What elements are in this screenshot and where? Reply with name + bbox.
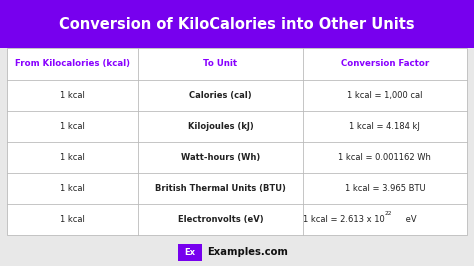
Text: 1 kcal: 1 kcal bbox=[60, 215, 85, 224]
Text: 1 kcal = 3.965 BTU: 1 kcal = 3.965 BTU bbox=[345, 184, 425, 193]
Text: 22: 22 bbox=[385, 211, 392, 217]
Text: British Thermal Units (BTU): British Thermal Units (BTU) bbox=[155, 184, 286, 193]
Text: Kilojoules (kJ): Kilojoules (kJ) bbox=[188, 122, 253, 131]
Text: Electronvolts (eV): Electronvolts (eV) bbox=[178, 215, 263, 224]
Text: 1 kcal: 1 kcal bbox=[60, 122, 85, 131]
Text: 1 kcal = 4.184 kJ: 1 kcal = 4.184 kJ bbox=[349, 122, 420, 131]
Text: Calories (cal): Calories (cal) bbox=[189, 91, 252, 100]
Text: Conversion Factor: Conversion Factor bbox=[341, 60, 429, 69]
Text: 1 kcal: 1 kcal bbox=[60, 91, 85, 100]
Text: 1 kcal: 1 kcal bbox=[60, 184, 85, 193]
Text: 1 kcal: 1 kcal bbox=[60, 153, 85, 162]
Text: eV: eV bbox=[403, 215, 417, 224]
Text: Conversion of KiloCalories into Other Units: Conversion of KiloCalories into Other Un… bbox=[59, 17, 415, 32]
Text: 1 kcal = 2.613 x 10: 1 kcal = 2.613 x 10 bbox=[303, 215, 385, 224]
Text: Watt-hours (Wh): Watt-hours (Wh) bbox=[181, 153, 260, 162]
Text: Ex: Ex bbox=[184, 248, 196, 257]
Text: From Kilocalories (kcal): From Kilocalories (kcal) bbox=[15, 60, 130, 69]
Text: 1 kcal = 1,000 cal: 1 kcal = 1,000 cal bbox=[347, 91, 422, 100]
Text: Examples.com: Examples.com bbox=[207, 247, 288, 257]
Text: 1 kcal = 0.001162 Wh: 1 kcal = 0.001162 Wh bbox=[338, 153, 431, 162]
Text: To Unit: To Unit bbox=[203, 60, 237, 69]
